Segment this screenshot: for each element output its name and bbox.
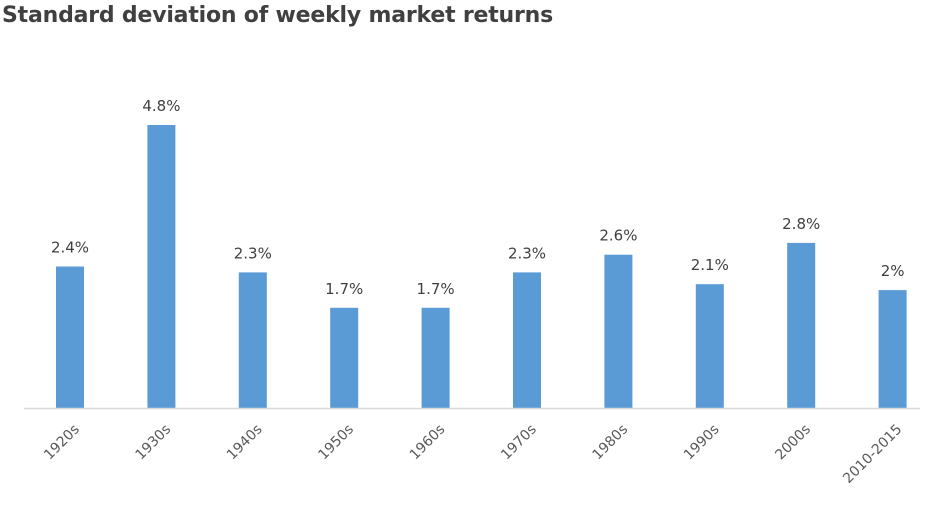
x-tick-label-1990s: 1990s (681, 422, 723, 464)
x-tick-label-1940s: 1940s (224, 422, 266, 464)
bar-1920s (56, 266, 84, 408)
data-label-2010-2015: 2% (881, 262, 905, 280)
x-tick-label-1930s: 1930s (133, 422, 175, 464)
bar-2010-2015 (878, 290, 907, 408)
data-label-1960s: 1.7% (417, 280, 455, 298)
data-label-1930s: 4.8% (142, 97, 180, 115)
x-tick-label-1980s: 1980s (590, 422, 632, 464)
data-label-1970s: 2.3% (508, 244, 546, 262)
data-label-1920s: 2.4% (51, 239, 89, 257)
data-label-1980s: 2.6% (599, 227, 637, 245)
bar-1940s (238, 272, 267, 408)
x-tick-label-1970s: 1970s (498, 422, 540, 464)
bar-1950s (330, 307, 359, 408)
x-tick-label-1960s: 1960s (407, 422, 449, 464)
bar-2000s (787, 242, 816, 408)
data-labels-group: 2.4% 4.8% 2.3% 1.7% 1.7% 2.3% 2.6% 2.1% 2.8% 2% (51, 97, 905, 298)
bar-1980s (604, 254, 633, 408)
x-tick-labels-group: 1920s 1930s 1940s 1950s 1960s 1970s 1980s 1990s… (41, 422, 905, 487)
bar-1970s (513, 272, 541, 408)
data-label-2000s: 2.8% (782, 215, 820, 233)
chart-title: Standard deviation of weekly market retu… (2, 3, 554, 28)
x-tick-label-2010-2015: 2010-2015 (840, 422, 905, 487)
data-label-1990s: 2.1% (691, 256, 729, 274)
bar-1990s (695, 284, 724, 408)
bar-1960s (421, 307, 450, 408)
x-tick-label-2000s: 2000s (772, 422, 814, 464)
data-label-1950s: 1.7% (325, 280, 363, 298)
x-tick-label-1920s: 1920s (41, 422, 83, 464)
bar-1930s (147, 125, 176, 408)
data-label-1940s: 2.3% (234, 244, 272, 262)
x-tick-label-1950s: 1950s (315, 422, 357, 464)
bars-group (56, 125, 907, 408)
